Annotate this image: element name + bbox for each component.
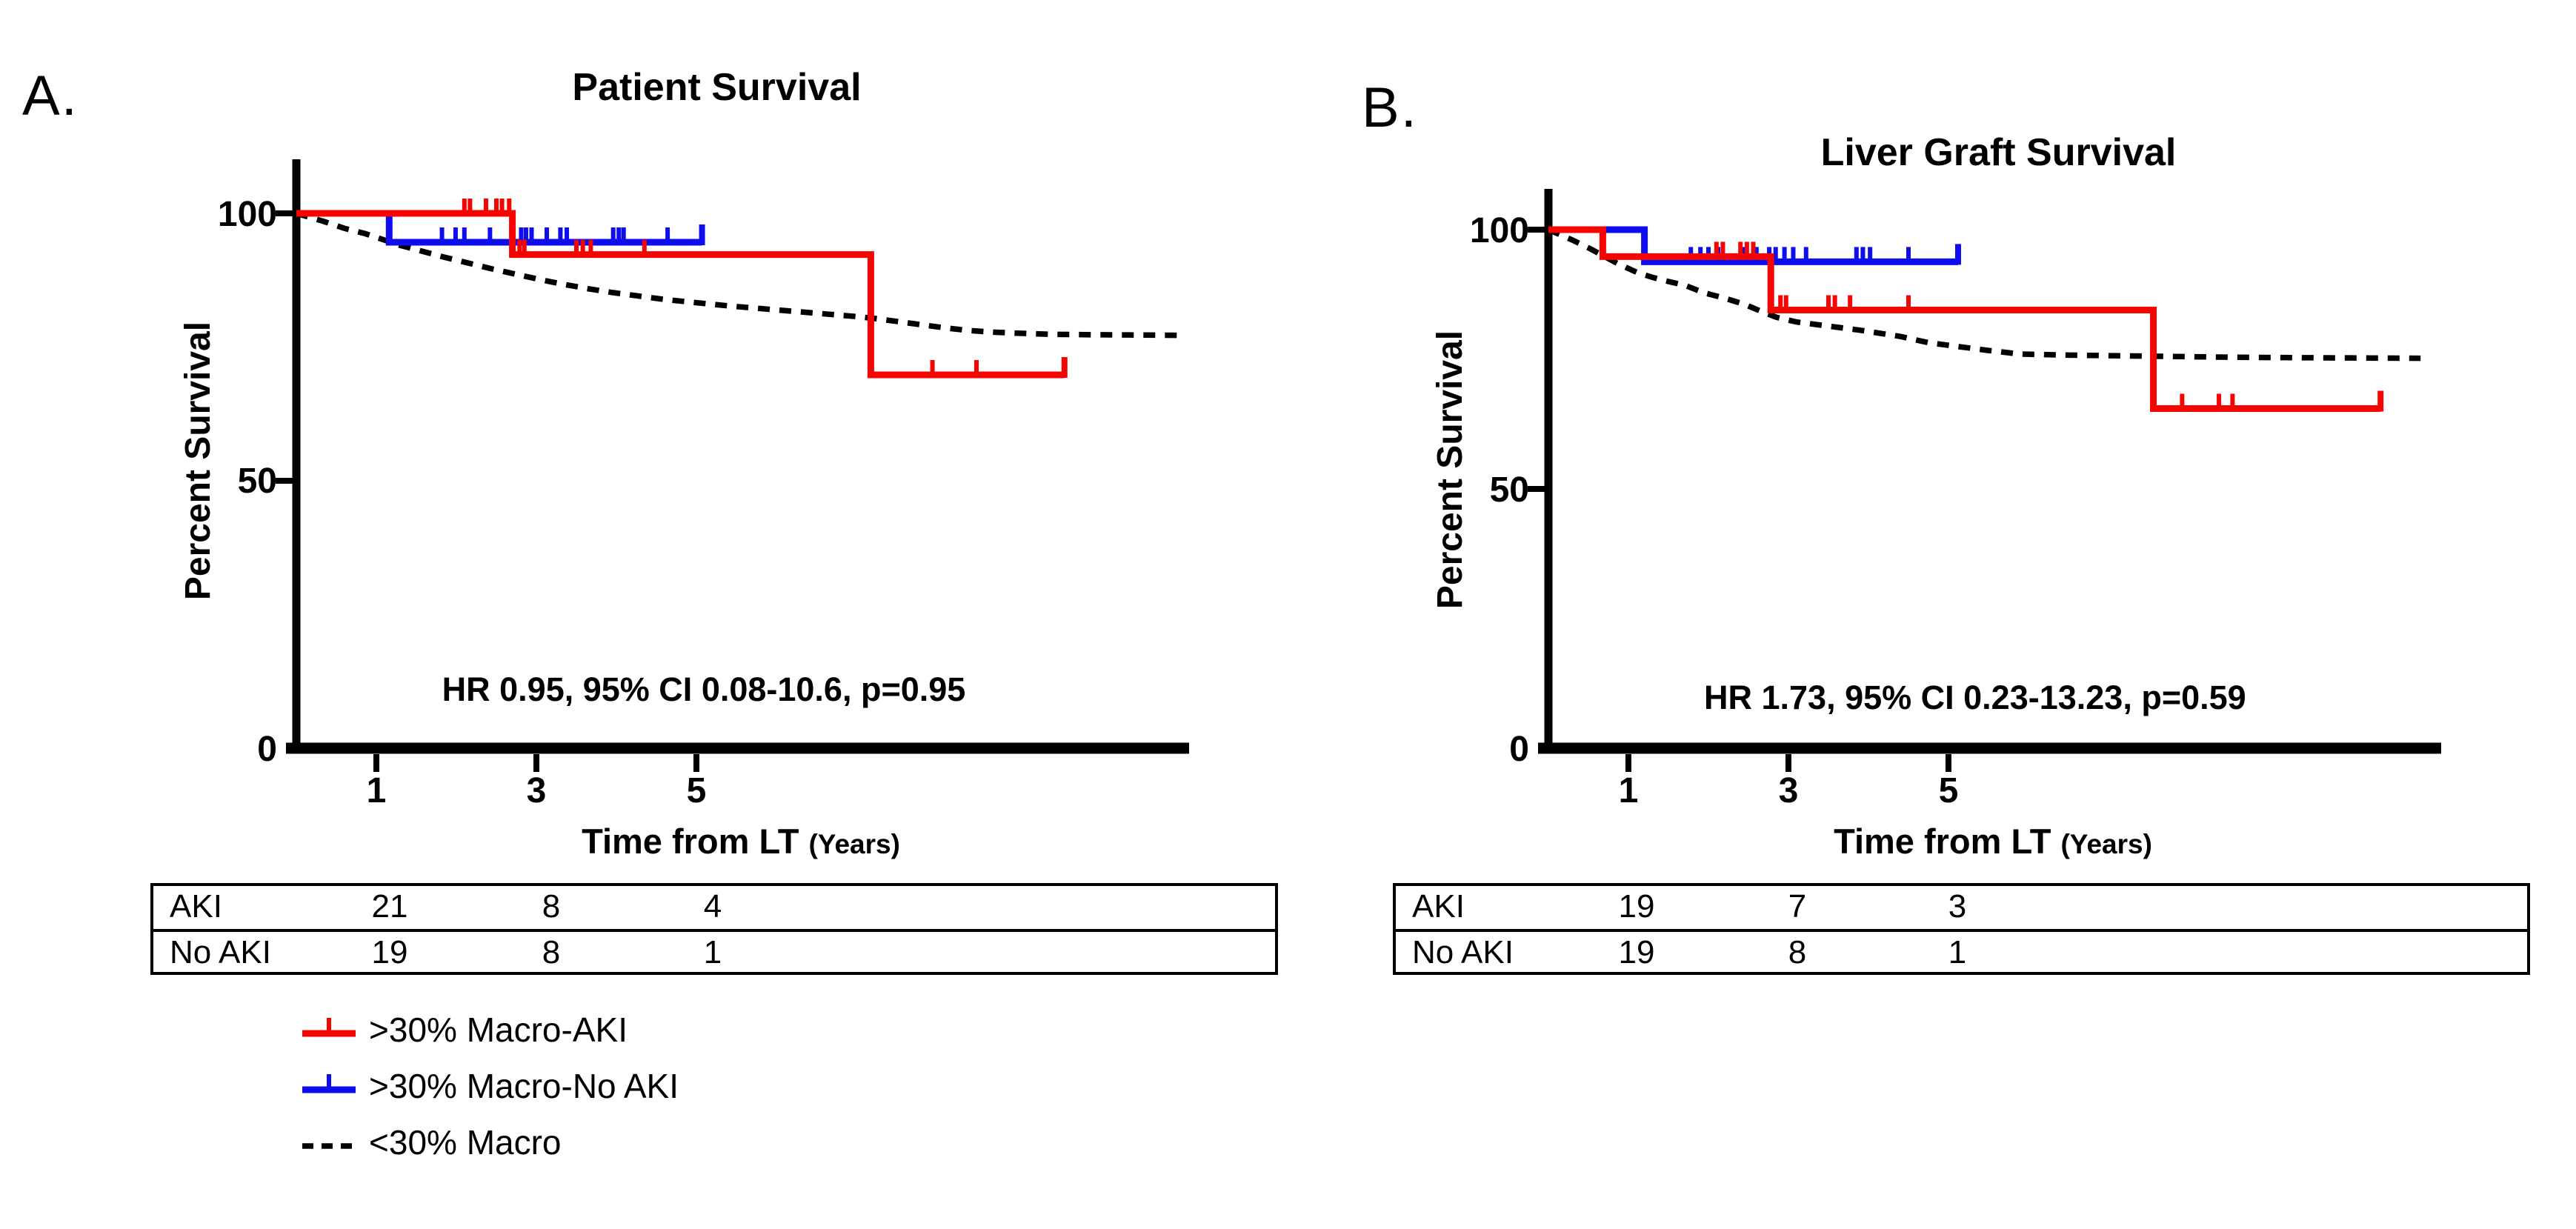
panel-b-risk-table: AKI 19 7 3 No AKI 19 8 1 (1393, 883, 2530, 975)
black-dashed-line-icon (302, 1143, 356, 1149)
panel-b-x-axis-label-unit: (Years) (2060, 829, 2152, 859)
panel-b-hr-annotation: HR 1.73, 95% CI 0.23-13.23, p=0.59 (1704, 679, 2246, 716)
km-curve-no_aki-panel-a (296, 210, 702, 246)
risk-count: 8 (542, 888, 561, 925)
panel-a-letter: A. (22, 64, 79, 127)
legend-item-macro-no-aki: >30% Macro-No AKI (302, 1065, 679, 1107)
panel-b-ytick-0: 0 (1509, 730, 1529, 769)
panel-b-x-axis-label-main: Time from LT (1834, 822, 2051, 861)
risk-count: 8 (1788, 934, 1807, 970)
table-row: No AKI 19 8 1 (153, 929, 1275, 975)
km-curve-macro-panel-a (295, 210, 1181, 339)
panel-b-ytick-100: 100 (1469, 211, 1529, 250)
panel-a-risk-table: AKI 21 8 4 No AKI 19 8 1 (150, 883, 1278, 975)
legend-label: >30% Macro-No AKI (369, 1067, 679, 1105)
km-curve-macro-panel-b (1547, 227, 2421, 362)
panel-b-xtick-5: 5 (1938, 771, 1959, 810)
panel-a-hr-annotation: HR 0.95, 95% CI 0.08-10.6, p=0.95 (442, 670, 966, 708)
risk-count: 19 (1618, 888, 1655, 925)
risk-count: 7 (1788, 888, 1807, 925)
panel-a-xtick-3: 3 (526, 771, 547, 810)
panel-b-title: Liver Graft Survival (1820, 131, 2177, 174)
legend-label: <30% Macro (369, 1123, 562, 1162)
risk-count: 8 (542, 934, 561, 970)
table-row: No AKI 19 8 1 (1396, 929, 2527, 975)
panel-a-ytick-0: 0 (257, 730, 277, 769)
risk-count: 1 (1948, 934, 1967, 970)
panel-a-xtick-1: 1 (366, 771, 387, 810)
panel-a-x-axis-label-unit: (Years) (808, 829, 900, 859)
risk-count: 19 (371, 934, 408, 970)
panel-b-ytick-50: 50 (1489, 470, 1529, 510)
risk-row-label: No AKI (1412, 934, 1514, 970)
km-curve-aki-panel-a (296, 210, 1065, 379)
panel-b-xtick-1: 1 (1618, 771, 1639, 810)
panel-a-ytick-50: 50 (237, 462, 277, 501)
panel-a-x-axis-label: Time from LT (Years) (296, 821, 1185, 862)
panel-a-xtick-5: 5 (686, 771, 707, 810)
legend-label: >30% Macro-AKI (369, 1010, 628, 1049)
risk-count: 21 (371, 888, 408, 925)
panel-a-ytick-100: 100 (217, 195, 277, 234)
risk-count: 3 (1948, 888, 1967, 925)
risk-row-label: AKI (1412, 888, 1465, 925)
risk-row-label: AKI (170, 888, 222, 925)
panel-b-xtick-3: 3 (1778, 771, 1799, 810)
panel-b-letter: B. (1362, 76, 1418, 139)
km-curve-aki-panel-b (1548, 226, 2381, 412)
table-row: AKI 19 7 3 (1396, 886, 2527, 929)
risk-count: 1 (703, 934, 722, 970)
risk-count: 19 (1618, 934, 1655, 970)
risk-row-label: No AKI (170, 934, 271, 970)
panel-b-x-axis-label: Time from LT (Years) (1548, 821, 2437, 862)
legend-item-macro: <30% Macro (302, 1122, 562, 1163)
legend-item-macro-aki: >30% Macro-AKI (302, 1009, 628, 1050)
panel-a-x-axis-label-main: Time from LT (582, 822, 799, 861)
risk-count: 4 (703, 888, 722, 925)
table-row: AKI 21 8 4 (153, 886, 1275, 929)
red-solid-line-icon (302, 1018, 356, 1037)
panel-a-title: Patient Survival (572, 66, 862, 109)
blue-solid-line-icon (302, 1074, 356, 1093)
